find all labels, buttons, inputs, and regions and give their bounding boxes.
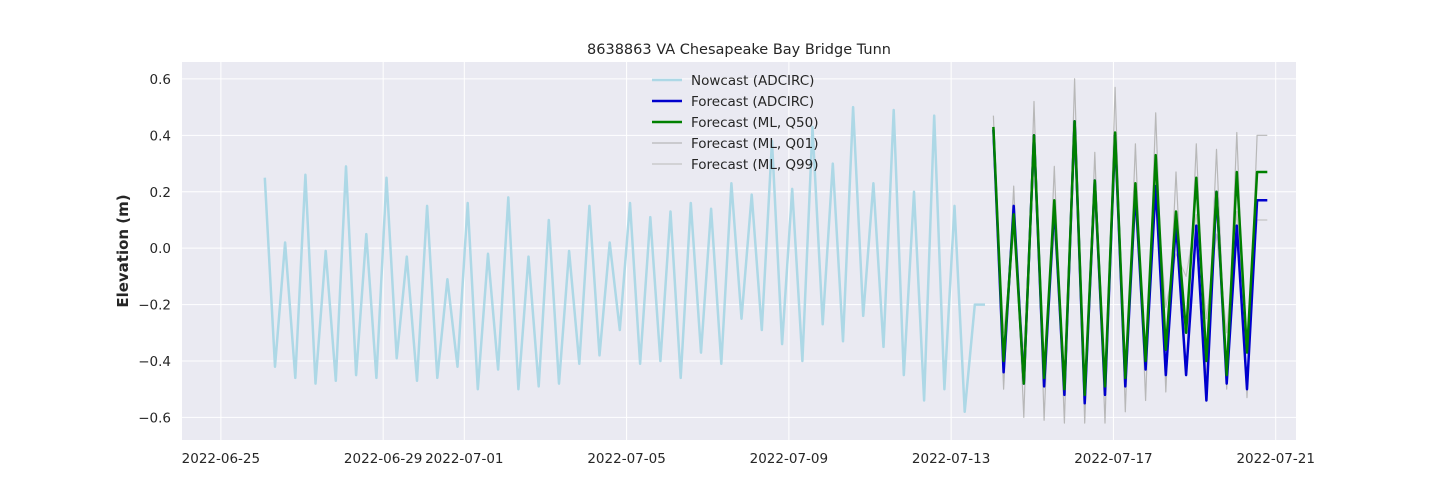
chart-title: 8638863 VA Chesapeake Bay Bridge Tunn xyxy=(587,42,891,58)
x-tick-label: 2022-06-29 xyxy=(344,451,422,467)
legend-label: Forecast (ML, Q01) xyxy=(691,136,819,152)
x-tick-label: 2022-07-17 xyxy=(1074,451,1152,467)
y-tick-label: −0.4 xyxy=(138,354,171,370)
legend-entry: Nowcast (ADCIRC) xyxy=(652,73,814,89)
x-tick-label: 2022-07-09 xyxy=(750,451,828,467)
legend: Nowcast (ADCIRC) Forecast (ADCIRC) Forecas… xyxy=(652,73,819,173)
x-axis-ticks: 2022-06-25 2022-06-29 2022-07-01 2022-07-05… xyxy=(182,451,1315,467)
x-tick-label: 2022-06-25 xyxy=(182,451,260,467)
legend-entry: Forecast (ML, Q50) xyxy=(652,115,819,131)
y-tick-label: 0.4 xyxy=(150,128,171,144)
legend-label: Nowcast (ADCIRC) xyxy=(691,73,814,89)
legend-label: Forecast (ML, Q50) xyxy=(691,115,819,131)
y-tick-label: 0.6 xyxy=(150,72,171,88)
y-axis-label: Elevation (m) xyxy=(114,194,132,307)
y-tick-label: −0.6 xyxy=(138,410,171,426)
legend-entry: Forecast (ADCIRC) xyxy=(652,94,814,110)
x-tick-label: 2022-07-13 xyxy=(912,451,990,467)
y-tick-label: 0.0 xyxy=(150,241,171,257)
legend-entry: Forecast (ML, Q01) xyxy=(652,136,819,152)
legend-label: Forecast (ADCIRC) xyxy=(691,94,814,110)
legend-label: Forecast (ML, Q99) xyxy=(691,157,819,173)
series-forecast-ml-q50 xyxy=(992,119,1268,397)
legend-entry: Forecast (ML, Q99) xyxy=(652,157,819,173)
x-tick-label: 2022-07-01 xyxy=(425,451,503,467)
x-tick-label: 2022-07-05 xyxy=(587,451,665,467)
series-nowcast-adcirc xyxy=(263,105,985,414)
y-axis-ticks: −0.6 −0.4 −0.2 0.0 0.2 0.4 0.6 xyxy=(138,72,171,427)
y-tick-label: 0.2 xyxy=(150,185,171,201)
grid-lines xyxy=(182,62,1296,440)
x-tick-label: 2022-07-21 xyxy=(1236,451,1314,467)
y-tick-label: −0.2 xyxy=(138,298,171,314)
series-layer xyxy=(263,78,1268,424)
